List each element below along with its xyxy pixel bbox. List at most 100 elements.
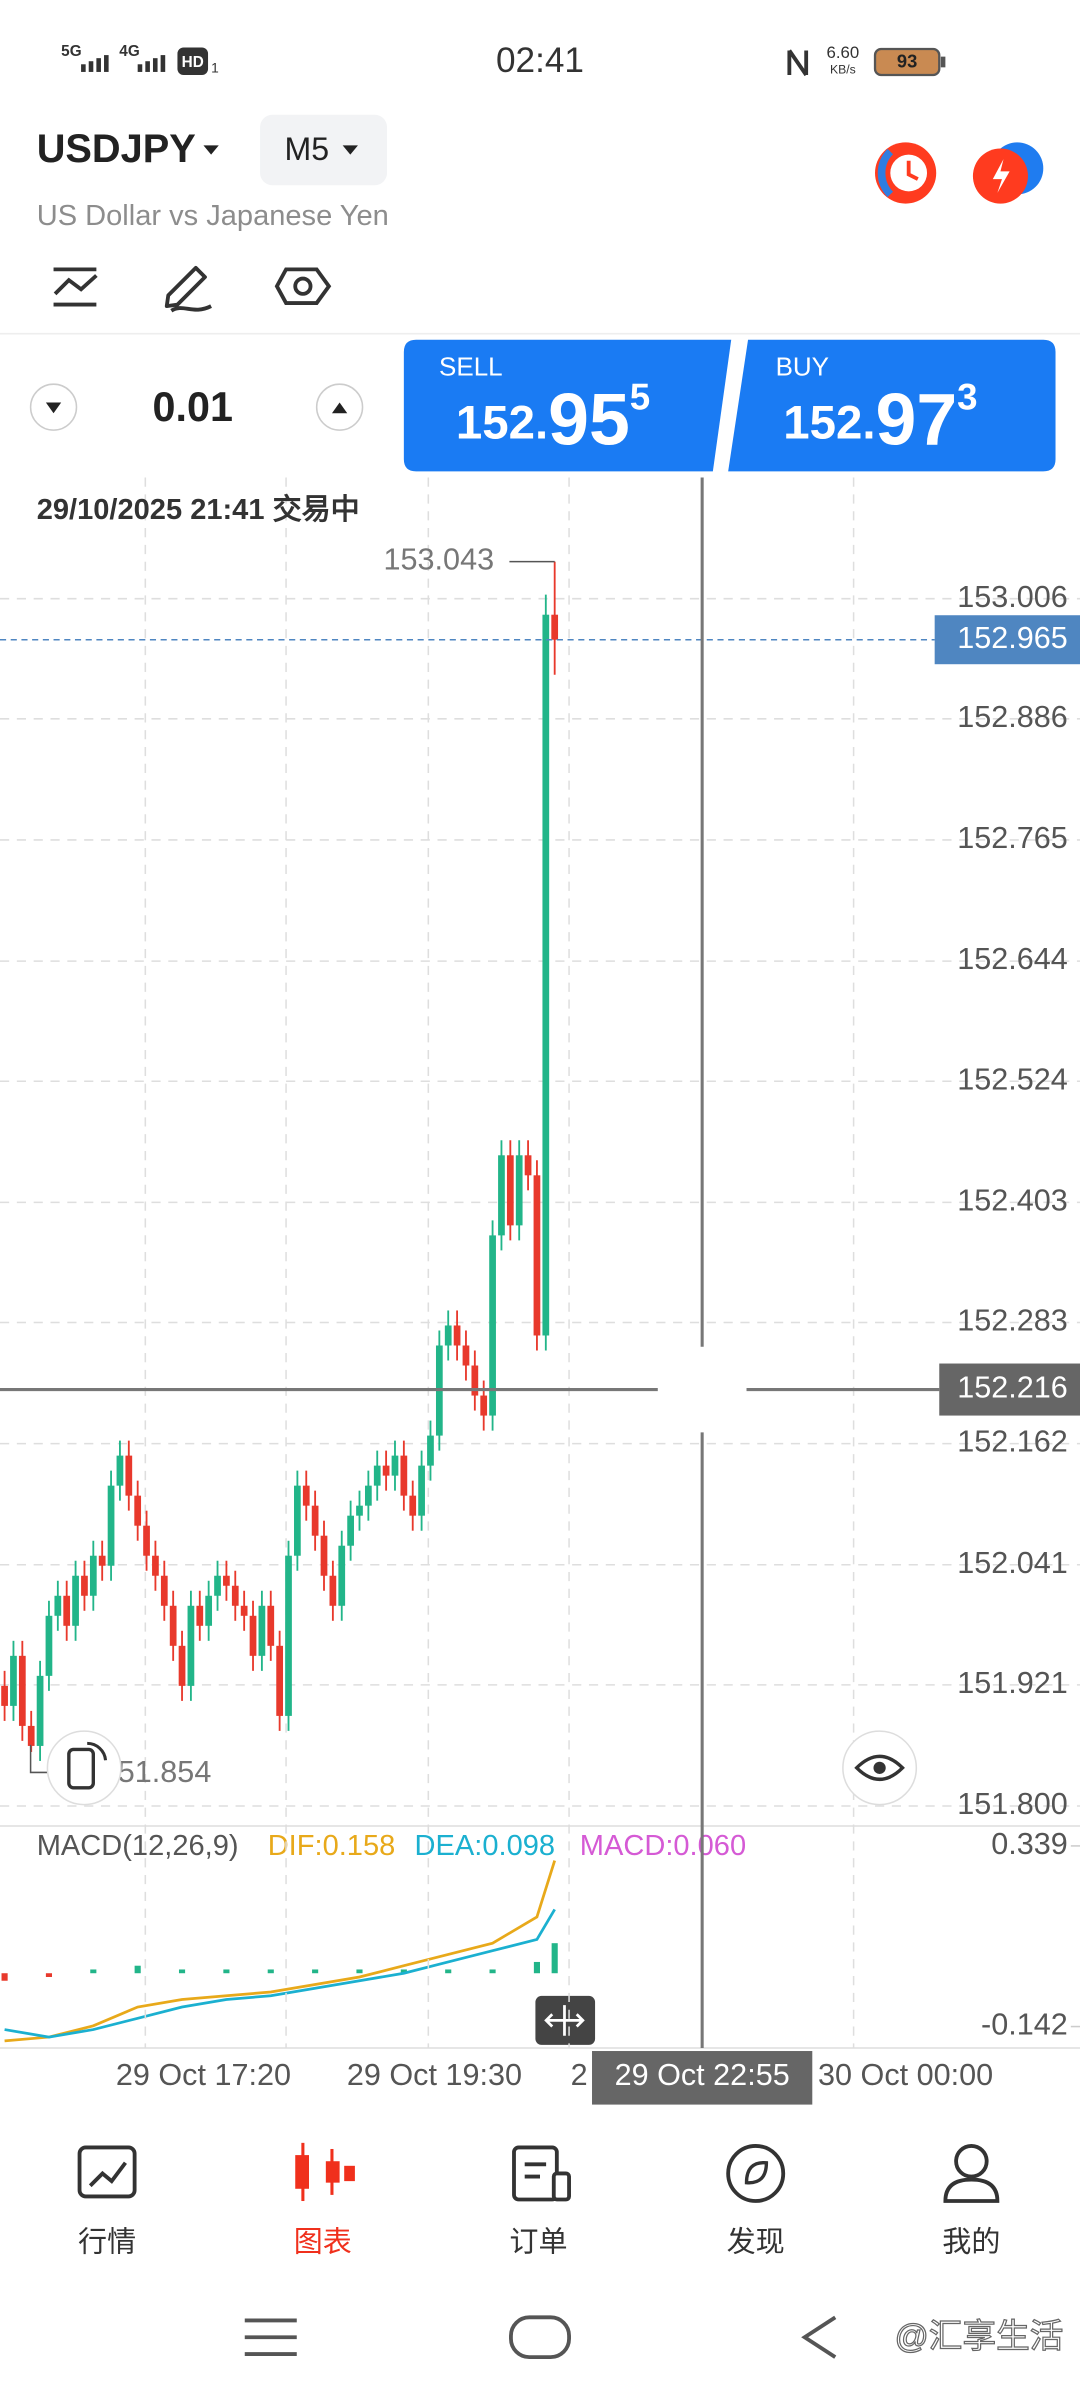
macd-line: [4, 1860, 556, 2043]
macd-bar: [533, 1961, 540, 1974]
candle-body: [480, 1395, 488, 1416]
buy-label: BUY: [776, 352, 829, 382]
macd-bar: [223, 1969, 230, 1974]
candle-body: [169, 1605, 177, 1646]
y-tick-label: 152.162: [957, 1425, 1068, 1459]
signal-1: [81, 55, 109, 72]
visibility-button[interactable]: [842, 1730, 918, 1806]
candle-body: [462, 1345, 470, 1366]
candle-body: [444, 1325, 452, 1346]
macd-bar: [489, 1969, 496, 1974]
clock-button[interactable]: [875, 142, 937, 204]
candle-body: [72, 1575, 79, 1626]
net-speed: 6.60: [827, 43, 860, 62]
candle-body: [54, 1595, 62, 1616]
y-tick-label: 152.041: [957, 1546, 1068, 1580]
candle-body: [285, 1555, 292, 1716]
candle-body: [143, 1525, 150, 1556]
candle-body: [240, 1605, 248, 1616]
nav-label[interactable]: 行情: [78, 2226, 136, 2259]
symbol[interactable]: USDJPY: [37, 127, 196, 171]
sell-button[interactable]: [403, 339, 732, 472]
timeframe[interactable]: M5: [285, 131, 330, 167]
buy-price-main: 152.: [783, 396, 875, 449]
macd-bar: [45, 1973, 53, 1977]
crosshair-time-label: 29 Oct 22:55: [615, 2058, 790, 2092]
crosshair-price-tag: [939, 1363, 1080, 1416]
volume[interactable]: 0.01: [153, 384, 233, 430]
candle-body: [45, 1615, 53, 1676]
volume-increase-arrow: [331, 402, 348, 414]
candle-body: [134, 1495, 142, 1526]
hd-text: HD: [182, 54, 204, 71]
candle-body: [453, 1325, 461, 1346]
candle-body: [160, 1575, 168, 1606]
candle-body: [382, 1465, 390, 1476]
candle-body: [18, 1655, 26, 1726]
candle-body: [338, 1545, 346, 1606]
candle-body: [258, 1605, 266, 1656]
network-5g: 5G: [61, 43, 81, 60]
candle-body: [27, 1725, 35, 1746]
buy-button[interactable]: [728, 339, 1056, 472]
nav-label-active[interactable]: 图表: [294, 2226, 352, 2259]
watermark: @汇享生活: [895, 2318, 1064, 2356]
nav-label[interactable]: 订单: [509, 2226, 567, 2259]
price-chart: 0.339 -0.142 MACD(12,26,9) DIF:0.158 DEA:0.0…: [0, 477, 1080, 2105]
nav-profile-icon[interactable]: [943, 2144, 1000, 2203]
timeframe-dropdown[interactable]: [342, 145, 358, 155]
macd-bar: [134, 1965, 141, 1974]
candle-body: [302, 1485, 310, 1506]
buy-price: 152.973: [783, 376, 977, 461]
candle-body: [36, 1675, 44, 1746]
candle-body: [63, 1595, 71, 1626]
candle-body: [125, 1455, 133, 1496]
candle-body: [329, 1575, 337, 1606]
y-tick-label: 152.403: [957, 1183, 1068, 1217]
low-label: 51.854: [118, 1755, 212, 1789]
candle-body: [98, 1555, 106, 1566]
y-tick-label: 152.524: [957, 1062, 1068, 1096]
indicator-icon[interactable]: [53, 267, 98, 307]
y-tick-label: -0.142: [981, 2008, 1068, 2042]
macd-title: MACD(12,26,9): [37, 1830, 239, 1862]
trade-bar: 0.01 SELL 152.955 BUY 152.973: [29, 339, 1056, 472]
resize-handle-icon: [544, 2005, 585, 2036]
candle-body: [178, 1645, 186, 1686]
macd-legend: DIF:0.158: [268, 1830, 396, 1862]
candle-body: [542, 614, 550, 1336]
candle-body: [356, 1505, 363, 1516]
nav-label[interactable]: 我的: [942, 2226, 1000, 2259]
candle-body: [427, 1435, 434, 1466]
chart-subtitle: 29/10/2025 21:41 交易中: [37, 492, 360, 526]
nav-label[interactable]: 发现: [727, 2226, 785, 2259]
symbol-description: US Dollar vs Japanese Yen: [37, 200, 389, 232]
candle-body: [515, 1155, 523, 1226]
x-axis-label: 29 Oct 19:30: [347, 2058, 522, 2092]
candle-body: [506, 1155, 514, 1226]
candle-body: [418, 1465, 425, 1516]
candle-body: [294, 1485, 301, 1556]
back-key[interactable]: [801, 2315, 837, 2359]
menu-key[interactable]: [244, 2318, 297, 2356]
settings-icon[interactable]: [274, 267, 332, 305]
candle-body: [524, 1155, 532, 1176]
home-key[interactable]: [509, 2315, 571, 2360]
symbol-dropdown[interactable]: [203, 145, 219, 155]
nav-chart-icon[interactable]: [295, 2142, 355, 2202]
y-tick-label: 152.886: [957, 700, 1068, 734]
candle-body: [471, 1365, 479, 1396]
candle-body: [391, 1455, 399, 1476]
rotate-button[interactable]: [46, 1730, 122, 1806]
current-price-tag: [934, 615, 1080, 665]
network-4g: 4G: [119, 43, 139, 60]
y-tick-label: 151.921: [957, 1666, 1068, 1700]
timeframe-button[interactable]: [260, 114, 388, 186]
flash-button[interactable]: [972, 142, 1044, 204]
nav-discover-icon[interactable]: [726, 2144, 786, 2203]
nav-market-icon[interactable]: [77, 2145, 137, 2199]
draw-icon[interactable]: [164, 265, 212, 313]
nav-orders-icon[interactable]: [512, 2145, 571, 2202]
